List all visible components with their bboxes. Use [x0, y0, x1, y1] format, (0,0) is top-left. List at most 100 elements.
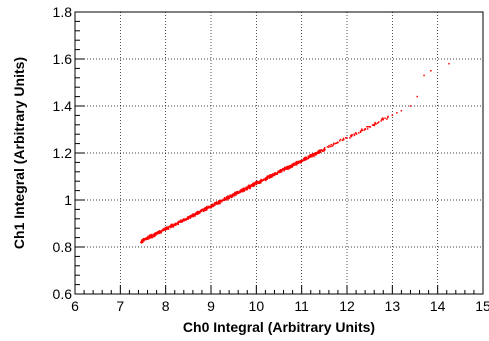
scatter-point: [296, 162, 299, 165]
scatter-point: [247, 186, 249, 189]
scatter-point: [296, 161, 298, 163]
scatter-point: [217, 202, 219, 204]
scatter-point: [201, 208, 203, 211]
scatter-point: [312, 152, 315, 155]
scatter-point: [324, 147, 326, 149]
scatter-point: [239, 190, 242, 193]
y-tick-label: 1: [64, 192, 72, 208]
scatter-point: [271, 174, 273, 176]
scatter-point: [162, 229, 165, 232]
scatter-point: [189, 215, 192, 218]
scatter-point: [153, 232, 156, 235]
scatter-point: [158, 232, 161, 235]
scatter-point: [275, 173, 277, 175]
scatter-point: [191, 214, 193, 217]
scatter-point: [196, 211, 198, 214]
scatter-point: [283, 167, 286, 170]
scatter-point: [301, 159, 304, 162]
scatter-point: [261, 179, 264, 182]
scatter-point: [214, 202, 216, 205]
scatter-point: [150, 236, 153, 238]
scatter-point: [384, 117, 386, 120]
scatter-point: [205, 206, 207, 209]
scatter-point: [330, 145, 332, 148]
scatter-point: [285, 167, 287, 170]
scatter-point: [416, 95, 419, 98]
scatter-point: [164, 229, 167, 231]
scatter-point: [145, 238, 147, 241]
scatter-point: [382, 117, 384, 119]
scatter-point: [251, 182, 254, 185]
scatter-point: [351, 133, 353, 136]
y-tick-label: 1.8: [53, 4, 73, 20]
scatter-point: [281, 168, 284, 170]
scatter-point: [313, 153, 315, 155]
scatter-point: [241, 189, 243, 191]
scatter-point: [287, 168, 289, 170]
scatter-point: [237, 191, 240, 193]
scatter-point: [198, 211, 201, 213]
scatter-point: [310, 155, 313, 157]
scatter-point: [377, 122, 379, 124]
scatter-point: [374, 121, 376, 124]
scatter-point: [353, 134, 356, 137]
scatter-point: [185, 219, 187, 221]
x-tick-label: 6: [71, 298, 79, 314]
scatter-point: [360, 129, 363, 132]
y-tick-label: 1.6: [53, 51, 73, 67]
scatter-point: [187, 216, 190, 218]
scatter-point: [249, 184, 251, 187]
scatter-point: [194, 215, 196, 217]
scatter-point: [193, 214, 195, 217]
scatter-point: [328, 144, 330, 147]
scatter-point: [274, 173, 276, 176]
scatter-point: [291, 164, 293, 167]
scatter-point: [149, 234, 151, 237]
scatter-point: [311, 154, 313, 157]
scatter-point: [215, 201, 218, 203]
scatter-point: [141, 239, 144, 241]
scatter-point: [140, 239, 143, 242]
scatter-point: [236, 191, 238, 193]
scatter-point: [276, 173, 278, 175]
scatter-point: [248, 184, 250, 187]
scatter-point: [263, 178, 266, 181]
scatter-point: [280, 170, 283, 173]
scatter-point: [423, 74, 425, 77]
scatter-point: [170, 226, 172, 228]
scatter-point: [158, 230, 161, 232]
scatter-point: [300, 161, 303, 163]
scatter-point: [363, 129, 366, 131]
scatter-point: [309, 154, 312, 156]
scatter-point: [387, 116, 389, 119]
scatter-point: [323, 148, 325, 150]
scatter-point: [146, 238, 148, 241]
scatter-point: [217, 202, 220, 204]
scatter-point: [341, 139, 344, 142]
scatter-point: [357, 132, 360, 134]
scatter-point: [226, 197, 229, 200]
scatter-point: [253, 184, 256, 186]
scatter-point: [260, 178, 262, 181]
scatter-point: [286, 167, 288, 169]
scatter-point: [218, 200, 220, 202]
scatter-point: [166, 228, 168, 230]
x-tick-label: 7: [116, 298, 124, 314]
scatter-point: [152, 235, 155, 238]
scatter-point: [292, 162, 295, 165]
scatter-point: [197, 213, 200, 215]
scatter-point: [194, 213, 197, 216]
scatter-point: [153, 234, 156, 236]
scatter-point: [251, 184, 254, 186]
scatter-point: [269, 176, 271, 178]
scatter-point: [208, 205, 210, 208]
scatter-point: [311, 155, 313, 158]
scatter-point: [350, 135, 352, 138]
scatter-point: [139, 241, 142, 244]
scatter-point: [243, 187, 245, 190]
scatter-point: [326, 146, 329, 148]
scatter-point: [377, 121, 380, 123]
x-tick-label: 11: [294, 298, 309, 314]
scatter-point: [331, 145, 334, 147]
scatter-point: [189, 216, 191, 219]
